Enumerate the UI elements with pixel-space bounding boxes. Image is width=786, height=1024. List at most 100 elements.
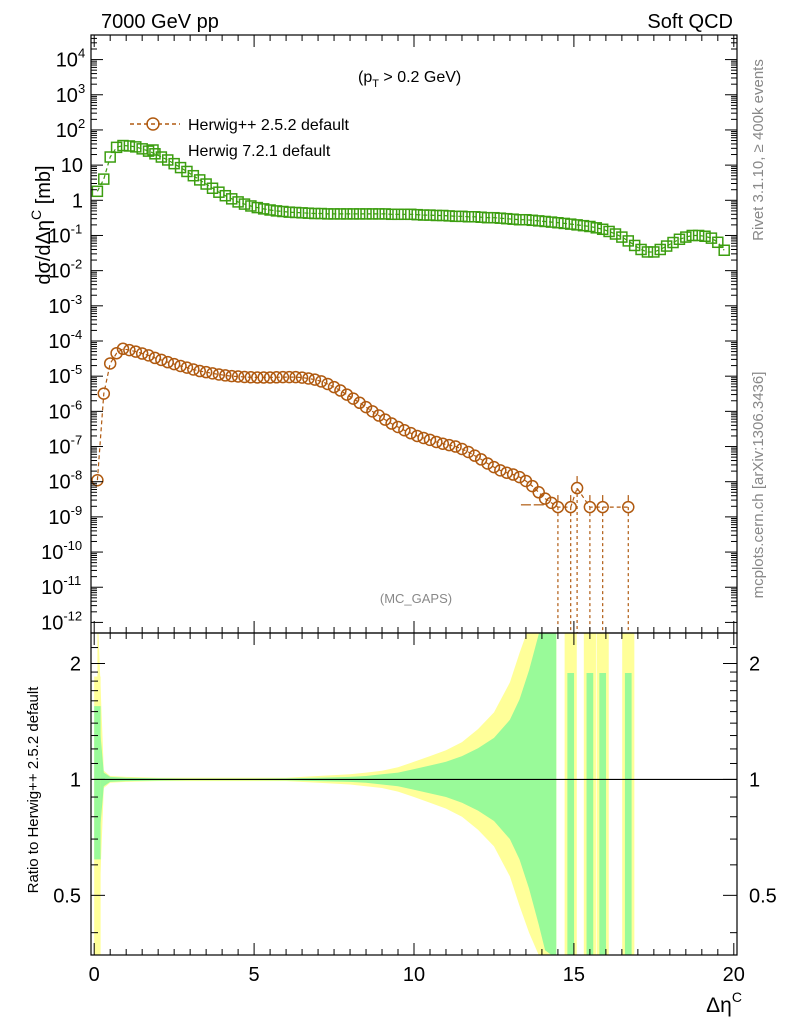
point-herwigpp <box>359 400 373 414</box>
point-herwig7 <box>430 209 443 222</box>
point-herwigpp <box>372 409 386 422</box>
point-herwigpp <box>545 496 558 510</box>
point-herwig7 <box>149 148 161 160</box>
legend-label-herwigpp: Herwig++ 2.5.2 default <box>188 117 350 134</box>
point-herwigpp <box>596 500 609 514</box>
point-herwig7 <box>385 208 398 221</box>
point-herwig7 <box>571 219 583 231</box>
main-plot-marks <box>91 139 730 633</box>
point-herwigpp <box>462 445 475 459</box>
ratio-y-tick-label-right: 0.5 <box>749 885 777 907</box>
point-herwig7 <box>411 208 423 221</box>
ratio-first-bin-stat <box>94 706 101 860</box>
point-herwigpp <box>244 371 258 384</box>
point-herwigpp <box>532 486 545 499</box>
point-herwig7 <box>117 139 129 152</box>
ratio-ylabel: Ratio to Herwig++ 2.5.2 default <box>25 686 42 894</box>
point-herwigpp <box>398 424 411 437</box>
legend-item-herwigpp: Herwig++ 2.5.2 default <box>130 117 350 134</box>
cut-annotation: (pT > 0.2 GeV) <box>358 69 461 90</box>
point-herwig7 <box>110 141 123 154</box>
point-herwig7 <box>193 174 206 186</box>
point-herwig7 <box>98 173 110 185</box>
point-herwig7 <box>251 201 264 214</box>
point-herwig7 <box>673 233 686 246</box>
point-herwigpp <box>526 479 539 493</box>
point-herwigpp <box>378 413 392 426</box>
point-herwigpp <box>481 457 494 470</box>
point-herwig7 <box>187 169 200 182</box>
point-herwigpp <box>551 500 565 514</box>
point-herwig7 <box>289 206 302 219</box>
point-herwigpp <box>116 342 130 356</box>
point-herwig7 <box>123 140 136 152</box>
point-herwig7 <box>270 205 283 217</box>
point-herwig7 <box>283 206 296 218</box>
point-herwigpp <box>564 500 577 514</box>
point-herwigpp <box>346 392 360 405</box>
point-herwigpp <box>430 435 443 449</box>
point-herwig7 <box>225 193 238 205</box>
point-herwigpp <box>97 387 111 400</box>
point-herwigpp <box>123 343 136 357</box>
point-herwigpp <box>404 426 418 440</box>
point-herwig7 <box>130 141 142 153</box>
point-herwig7 <box>641 246 654 258</box>
point-herwigpp <box>193 364 206 378</box>
point-herwigpp <box>474 453 488 466</box>
point-herwig7 <box>680 231 692 243</box>
side-text-rivet: Rivet 3.1.10, ≥ 400k events <box>750 59 767 241</box>
point-herwig7 <box>417 209 430 221</box>
point-herwig7 <box>456 210 468 223</box>
x-tick-label: 10 <box>403 964 425 986</box>
point-herwig7 <box>481 211 494 224</box>
point-herwig7 <box>667 236 679 249</box>
main-y-tick-label: 10-4 <box>48 327 82 353</box>
point-herwigpp <box>417 431 430 445</box>
series-line-herwigpp <box>96 348 629 508</box>
point-herwig7 <box>596 223 609 236</box>
point-herwig7 <box>200 178 212 190</box>
point-herwigpp <box>231 370 245 383</box>
point-herwigpp <box>570 481 584 495</box>
tick-labels: 0 5 10 15 2010-1210-1110-1010-910-810-710-61… <box>41 46 777 986</box>
ratio-bin-stat <box>599 673 607 955</box>
point-herwig7 <box>712 236 724 249</box>
point-herwigpp <box>353 396 366 410</box>
point-herwig7 <box>238 198 251 210</box>
point-herwig7 <box>315 207 328 220</box>
point-herwigpp <box>103 357 117 370</box>
point-herwigpp <box>167 357 181 371</box>
point-herwigpp <box>187 363 200 376</box>
point-herwigpp <box>449 440 462 453</box>
point-herwig7 <box>206 182 219 194</box>
point-herwig7 <box>398 208 411 221</box>
point-herwigpp <box>135 347 149 360</box>
point-herwig7 <box>609 228 622 240</box>
point-herwig7 <box>219 189 232 202</box>
ratio-y-tick-label-right: 1 <box>749 769 760 791</box>
point-herwigpp <box>283 370 296 384</box>
point-herwig7 <box>424 209 436 221</box>
point-herwig7 <box>686 229 698 242</box>
point-herwig7 <box>462 211 475 223</box>
point-herwigpp <box>385 417 398 430</box>
ratio-y-tick-label-left: 2 <box>70 653 81 675</box>
point-herwig7 <box>302 207 315 219</box>
point-herwig7 <box>603 225 615 238</box>
point-herwig7 <box>584 220 596 233</box>
legend-marker-herwigpp <box>146 117 160 131</box>
point-herwig7 <box>174 161 187 174</box>
point-herwigpp <box>500 466 513 479</box>
legend-label-herwig7: Herwig 7.2.1 default <box>188 143 331 160</box>
point-herwig7 <box>264 204 276 216</box>
ratio-bands <box>91 633 737 955</box>
point-herwigpp <box>308 373 322 386</box>
point-herwig7 <box>341 208 353 220</box>
point-herwigpp <box>161 355 175 369</box>
point-herwigpp <box>251 371 264 384</box>
point-herwig7 <box>213 186 225 198</box>
point-herwig7 <box>500 212 513 225</box>
point-herwigpp <box>622 500 635 514</box>
